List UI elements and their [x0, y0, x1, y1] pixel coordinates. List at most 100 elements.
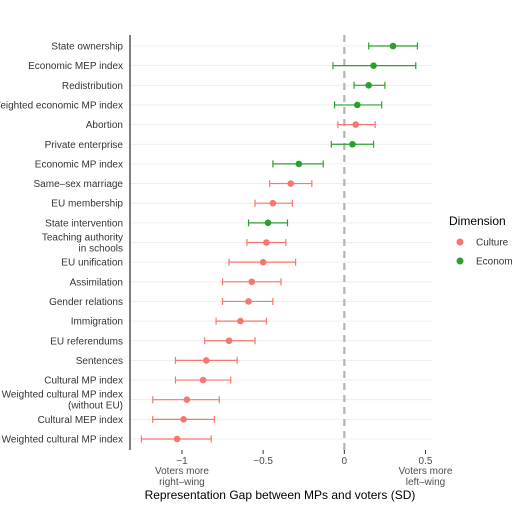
- y-tick-label-line: Private enterprise: [45, 140, 124, 151]
- data-point: [349, 140, 356, 148]
- y-tick-label-line: EU unification: [61, 258, 123, 269]
- y-tick-label-line: EU referendums: [50, 336, 123, 347]
- y-tick-label: EU referendums: [50, 336, 123, 347]
- data-point: [203, 357, 210, 364]
- y-tick-label: Assimilation: [70, 277, 123, 288]
- x-tick-label: −1: [176, 456, 188, 467]
- data-row: [221, 297, 274, 305]
- y-tick-label: Same–sex marriage: [34, 179, 124, 190]
- y-tick-label-line: EU membership: [51, 199, 123, 210]
- data-row: [272, 160, 324, 168]
- data-point: [173, 435, 181, 443]
- x-annotation-line: right–wing: [159, 477, 205, 488]
- data-point: [370, 62, 377, 69]
- y-tick-label-line: Sentences: [76, 356, 123, 367]
- y-tick-label: Teaching authority in schools: [42, 233, 123, 255]
- data-row: [330, 140, 375, 148]
- data-row: [152, 396, 220, 404]
- y-tick-label-line: Teaching authority: [42, 233, 123, 244]
- x-tick-label: 0.5: [419, 456, 433, 467]
- x-annotation: Voters more right–wing: [155, 466, 209, 488]
- data-row: [228, 258, 297, 266]
- data-row: [333, 101, 383, 109]
- y-tick-label-line: Redistribution: [62, 81, 123, 92]
- y-tick-label: Abortion: [86, 120, 123, 131]
- data-row: [332, 62, 417, 70]
- y-tick-label-line: Weighted economic MP index: [0, 100, 123, 111]
- data-point: [287, 180, 295, 187]
- data-row: [353, 81, 386, 89]
- y-tick-label: Economic MP index: [35, 159, 123, 170]
- data-point: [352, 121, 359, 128]
- y-tick-label: EU membership: [51, 199, 123, 210]
- y-tick-label: Redistribution: [62, 81, 123, 92]
- data-point: [199, 376, 207, 384]
- data-point: [269, 199, 277, 207]
- legend-title: Dimension: [449, 214, 506, 228]
- y-tick-label-line: Same–sex marriage: [34, 179, 124, 190]
- data-row: [215, 317, 267, 325]
- y-axis-labels: State ownership Economic MEP index Redistr…: [0, 42, 123, 446]
- y-tick-label-line: Weighted cultural MP index: [2, 435, 123, 446]
- y-tick-label-line: Cultural MEP index: [38, 415, 123, 426]
- data-point: [389, 42, 397, 50]
- y-tick-label: Economic MEP index: [28, 61, 123, 72]
- x-annotation-line: Voters more: [399, 466, 453, 477]
- data-row: [368, 42, 418, 50]
- y-tick-label-line: State intervention: [45, 218, 123, 229]
- data-point: [354, 101, 361, 109]
- y-tick-label: State intervention: [45, 218, 123, 229]
- y-tick-label-line: Abortion: [86, 120, 123, 131]
- y-tick-label-line: Assimilation: [70, 277, 123, 288]
- data-row: [247, 219, 289, 227]
- y-tick-label-line: Cultural MP index: [44, 376, 123, 387]
- data-row: [204, 337, 256, 345]
- data-point: [248, 278, 256, 286]
- y-tick-label-line: State ownership: [51, 42, 123, 53]
- y-tick-label: Weighted cultural MP index (without EU): [2, 390, 123, 412]
- y-tick-label: Weighted economic MP index: [0, 100, 123, 111]
- x-tick-label: −0.5: [253, 456, 273, 467]
- y-tick-label-line: Economic MEP index: [28, 61, 123, 72]
- data-point: [180, 416, 187, 423]
- legend: Dimension Culture Econom: [449, 214, 512, 268]
- data-point: [245, 298, 252, 305]
- data-point: [237, 317, 244, 325]
- x-axis-title: Representation Gap between MPs and voter…: [145, 488, 416, 502]
- data-row: [174, 356, 238, 364]
- y-tick-label: State ownership: [51, 42, 123, 53]
- data-point: [264, 219, 272, 227]
- data-row: [140, 435, 212, 443]
- y-tick-label: Immigration: [71, 317, 123, 328]
- x-annotation: Voters more left–wing: [399, 466, 453, 488]
- data-row: [246, 239, 287, 246]
- y-tick-label-line: (without EU): [68, 401, 123, 412]
- data-point: [259, 258, 267, 266]
- data-point: [225, 337, 233, 345]
- x-annotation-line: Voters more: [155, 466, 209, 477]
- x-tick-label: 0: [342, 456, 348, 467]
- y-tick-label-line: Immigration: [71, 317, 123, 328]
- y-tick-label: EU unification: [61, 258, 123, 269]
- data-row: [174, 376, 232, 384]
- data-point: [295, 160, 303, 168]
- legend-key: [456, 257, 464, 265]
- x-annotation-line: left–wing: [406, 477, 445, 488]
- y-tick-label-line: Weighted cultural MP index: [2, 390, 123, 401]
- y-tick-label: Cultural MEP index: [38, 415, 123, 426]
- data-point: [365, 82, 372, 89]
- data-point: [263, 239, 270, 246]
- y-tick-label-line: in schools: [79, 244, 123, 255]
- legend-label: Econom: [476, 257, 512, 268]
- y-tick-label: Sentences: [76, 356, 123, 367]
- legend-label: Culture: [476, 238, 509, 249]
- data-marks: [140, 42, 418, 443]
- data-row: [337, 121, 376, 129]
- y-tick-label-line: Economic MP index: [35, 159, 123, 170]
- y-tick-label: Private enterprise: [45, 140, 124, 151]
- y-tick-label: Weighted cultural MP index: [2, 435, 123, 446]
- data-row: [269, 180, 313, 188]
- data-point: [183, 396, 191, 404]
